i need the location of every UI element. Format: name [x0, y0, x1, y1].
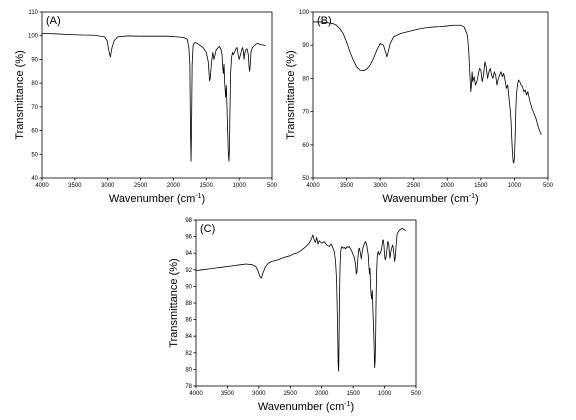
panel-c-x-tick-label: 2500	[284, 391, 298, 397]
panel-a-y-tick-label: 80	[31, 81, 38, 87]
panel-b-y-tick-label: 90	[302, 43, 309, 49]
panel-c: (C) 4000 3500 3000 2500 2000 1500 1000 500 78 80 8…	[168, 218, 422, 413]
panel-a-x-tick-label: 1500	[200, 183, 214, 189]
panel-c-y-tick-label: 86	[185, 318, 192, 324]
panel-b-y-tick-label: 80	[302, 76, 309, 82]
panel-b-x-tick-label: 3500	[340, 183, 354, 189]
panel-c-x-tick-label: 2000	[315, 391, 329, 397]
panel-a-x-tick-label: 500	[267, 183, 278, 189]
panel-c-y-axis-title: Transmittance (%)	[168, 258, 180, 347]
panel-b-x-tick-label: 1500	[474, 183, 488, 189]
panel-b-x-tick-label: 500	[543, 183, 554, 189]
panel-c-x-tick-label: 1000	[378, 391, 392, 397]
panel-b-y-axis-title: Transmittance (%)	[285, 50, 297, 139]
panel-c-x-tick-label: 1500	[346, 391, 360, 397]
panel-a-y-tick-label: 60	[31, 129, 38, 135]
panel-b-spectrum-line	[313, 21, 542, 164]
panel-a-x-tick-label: 3500	[68, 183, 82, 189]
panel-c-spectrum-line	[195, 227, 407, 372]
panel-a-y-tick-label: 50	[31, 152, 38, 158]
panel-b-x-tick-label: 1000	[508, 183, 522, 189]
panel-b-x-axis-title: Wavenumber (cm-1)	[382, 193, 478, 205]
panel-b-label: (B)	[317, 15, 332, 27]
panel-c-y-tick-label: 80	[185, 367, 192, 373]
panel-b-plot-frame	[312, 11, 549, 179]
panel-c-x-axis-title: Wavenumber (cm-1)	[258, 401, 354, 413]
panel-a-label: (A)	[46, 15, 61, 27]
panel-c-y-tick-label: 94	[185, 251, 192, 257]
panel-a-y-tick-label: 100	[28, 34, 39, 40]
panel-c-y-tick-label: 92	[185, 268, 192, 274]
panel-c-label: (C)	[200, 223, 215, 235]
panel-c-plot-frame	[195, 219, 417, 387]
panel-b-y-tick-label: 50	[302, 176, 309, 182]
panel-a-spectrum-line	[41, 32, 266, 162]
panel-c-x-tick-label: 3500	[221, 391, 235, 397]
panel-a-x-tick-label: 3000	[101, 183, 115, 189]
panel-c-y-tick-label: 90	[185, 284, 192, 290]
panel-b-y-tick-label: 100	[299, 10, 310, 16]
panel-a-y-tick-label: 110	[28, 10, 38, 16]
panel-a-y-tick-label: 70	[31, 105, 38, 111]
panel-b-x-tick-label: 3000	[373, 183, 387, 189]
panel-b-x-tick-label: 4000	[306, 183, 320, 189]
panel-c-y-tick-label: 88	[185, 301, 192, 307]
panel-c-x-tick-label: 3000	[252, 391, 266, 397]
panel-a-y-tick-label: 90	[31, 57, 38, 63]
panel-c-y-tick-label: 98	[185, 218, 192, 224]
panel-a: (A) 4000 3500 3000 2500 2000 1500 1000 500 40 50 6…	[14, 10, 278, 205]
panel-b-x-tick-label: 2500	[407, 183, 421, 189]
panel-a-x-tick-label: 1000	[232, 183, 246, 189]
panel-a-y-axis-title: Transmittance (%)	[14, 50, 26, 139]
panel-c-x-tick-label: 4000	[189, 391, 203, 397]
panel-a-x-axis-title: Wavenumber (cm-1)	[109, 193, 205, 205]
panel-a-x-tick-label: 2500	[134, 183, 148, 189]
panel-a-y-tick-label: 40	[31, 176, 38, 182]
panel-c-y-tick-label: 78	[185, 384, 192, 390]
panel-b-y-tick-label: 60	[302, 143, 309, 149]
panel-c-y-tick-label: 84	[185, 334, 192, 340]
panel-b-x-tick-label: 2000	[441, 183, 455, 189]
panel-a-x-tick-label: 4000	[35, 183, 49, 189]
panel-c-y-tick-label: 96	[185, 235, 192, 241]
panel-b-y-tick-label: 70	[302, 110, 309, 116]
panel-b: (B) 4000 3500 3000 2500 2000 1500 1000 500 50 60 7…	[285, 10, 554, 205]
panel-c-x-tick-label: 500	[411, 391, 422, 397]
panel-c-y-tick-label: 82	[185, 351, 192, 357]
panel-a-plot-frame	[41, 11, 273, 179]
panel-a-x-tick-label: 2000	[167, 183, 181, 189]
